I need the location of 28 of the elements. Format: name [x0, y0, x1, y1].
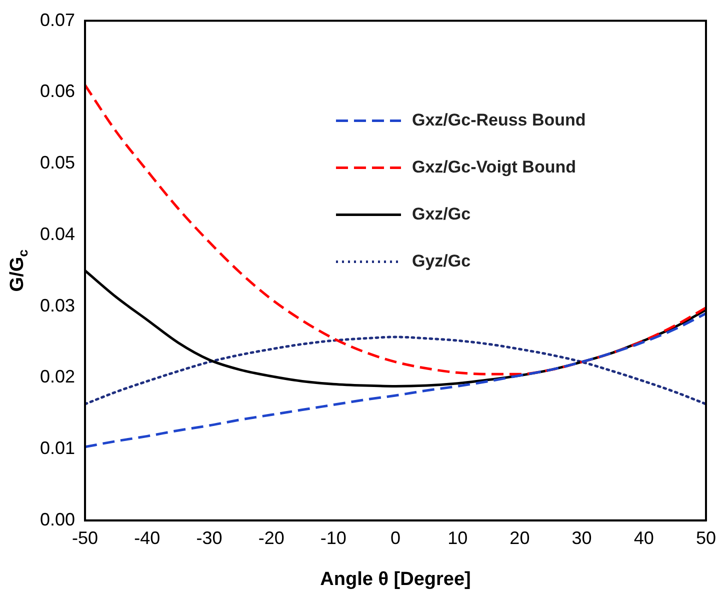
- x-tick-label: -10: [320, 528, 346, 548]
- y-tick-label: 0.04: [40, 224, 76, 244]
- legend-label: Gxz/Gc-Voigt Bound: [412, 157, 576, 176]
- x-tick-label: 30: [572, 528, 592, 548]
- y-tick-label: 0.07: [40, 10, 76, 30]
- x-tick-label: -30: [196, 528, 222, 548]
- y-tick-label: 0.00: [40, 509, 76, 530]
- x-tick-label: 20: [510, 528, 530, 548]
- x-tick-label: -20: [258, 528, 284, 548]
- line-series: [85, 84, 706, 376]
- x-tick-label: 50: [696, 528, 716, 548]
- x-tick-label: 0: [390, 528, 401, 548]
- y-tick-label: 0.06: [40, 81, 76, 102]
- x-tick-label: 10: [448, 528, 468, 548]
- x-axis-title: Angle θ [Degree]: [320, 569, 471, 590]
- x-tick-label: -50: [72, 528, 98, 548]
- legend-label: Gxz/Gc: [412, 204, 471, 224]
- legend-label: Gxz/Gc-Reuss Bound: [412, 110, 586, 130]
- y-axis-title: G/Gc: [7, 249, 30, 292]
- y-tick-label: 0.05: [40, 152, 76, 173]
- line-series: [85, 336, 706, 406]
- x-tick-label: 40: [634, 528, 654, 548]
- y-tick-label: 0.02: [40, 366, 76, 387]
- y-tick-label: 0.03: [40, 295, 76, 316]
- y-tick-label: 0.01: [40, 438, 76, 458]
- x-tick-label: -40: [134, 528, 160, 548]
- legend-label: Gyz/Gc: [412, 251, 471, 270]
- line-series: [85, 312, 706, 448]
